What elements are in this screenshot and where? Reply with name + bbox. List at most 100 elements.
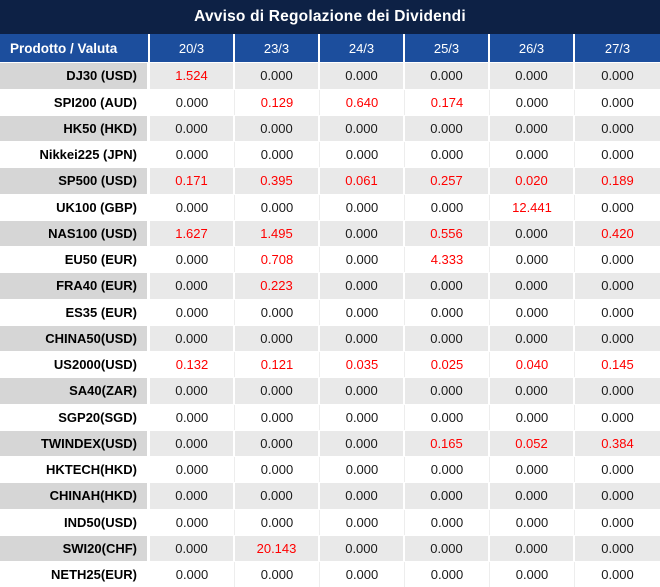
dividend-value-cell: 0.000	[320, 62, 405, 90]
dividend-value-cell: 0.000	[150, 377, 235, 405]
dividend-value-cell: 0.000	[405, 272, 490, 300]
dividend-value-cell: 0.000	[490, 534, 575, 563]
dividend-value-cell: 0.000	[490, 62, 575, 90]
dividend-value-cell: 0.000	[405, 377, 490, 405]
dividend-table-body: DJ30 (USD) 1.524 0.000 0.000 0.000 0.000 0.000…	[0, 62, 660, 587]
dividend-value-cell: 0.000	[490, 377, 575, 405]
dividend-table: Prodotto / Valuta 20/3 23/3 24/3 25/3 26…	[0, 34, 660, 587]
dividend-value-cell: 0.000	[575, 114, 660, 143]
table-row: HK50 (HKD) 0.000 0.000 0.000 0.000 0.000 0.000	[0, 114, 660, 143]
dividend-value-cell: 0.000	[490, 482, 575, 510]
dividend-value-cell: 0.000	[405, 534, 490, 563]
dividend-value-cell: 0.000	[490, 142, 575, 167]
dividend-value-cell: 0.000	[320, 457, 405, 482]
dividend-value-cell: 0.000	[405, 482, 490, 510]
table-row: SGP20(SGD) 0.000 0.000 0.000 0.000 0.000 0.000	[0, 404, 660, 430]
dividend-value-cell: 0.000	[320, 219, 405, 248]
table-row: SPI200 (AUD) 0.000 0.129 0.640 0.174 0.000 0.0…	[0, 89, 660, 115]
dividend-value-cell: 0.000	[150, 272, 235, 300]
dividend-value-cell: 0.000	[575, 457, 660, 482]
dividend-value-cell: 0.000	[150, 429, 235, 458]
table-row: TWINDEX(USD) 0.000 0.000 0.000 0.165 0.052 0.3…	[0, 429, 660, 458]
dividend-value-cell: 0.384	[575, 429, 660, 458]
product-cell: SPI200 (AUD)	[0, 89, 150, 115]
table-row: IND50(USD) 0.000 0.000 0.000 0.000 0.000 0.000	[0, 509, 660, 535]
dividend-value-cell: 0.000	[405, 404, 490, 430]
dividend-value-cell: 0.000	[150, 562, 235, 587]
dividend-value-cell: 0.052	[490, 429, 575, 458]
dividend-value-cell: 0.000	[575, 62, 660, 90]
dividend-value-cell: 0.000	[150, 509, 235, 535]
dividend-value-cell: 1.627	[150, 219, 235, 248]
dividend-value-cell: 0.000	[575, 142, 660, 167]
dividend-value-cell: 0.000	[490, 219, 575, 248]
dividend-value-cell: 0.000	[575, 89, 660, 115]
table-row: UK100 (GBP) 0.000 0.000 0.000 0.000 12.441 0.0…	[0, 194, 660, 220]
dividend-value-cell: 0.025	[405, 352, 490, 377]
dividend-value-cell: 1.524	[150, 62, 235, 90]
dividend-value-cell: 0.000	[320, 482, 405, 510]
product-cell: SA40(ZAR)	[0, 377, 150, 405]
dividend-value-cell: 0.000	[405, 299, 490, 325]
date-header: 20/3	[150, 34, 235, 62]
dividend-value-cell: 0.000	[405, 509, 490, 535]
product-cell: TWINDEX(USD)	[0, 429, 150, 458]
dividend-value-cell: 0.000	[575, 247, 660, 272]
dividend-value-cell: 0.000	[150, 457, 235, 482]
dividend-value-cell: 0.000	[150, 324, 235, 353]
product-cell: CHINAH(HKD)	[0, 482, 150, 510]
product-cell: HK50 (HKD)	[0, 114, 150, 143]
dividend-value-cell: 0.000	[575, 534, 660, 563]
table-row: CHINAH(HKD) 0.000 0.000 0.000 0.000 0.000 0.00…	[0, 482, 660, 510]
dividend-value-cell: 0.000	[235, 114, 320, 143]
dividend-value-cell: 0.000	[320, 324, 405, 353]
dividend-value-cell: 0.000	[575, 482, 660, 510]
dividend-value-cell: 0.000	[320, 534, 405, 563]
dividend-value-cell: 0.000	[320, 562, 405, 587]
dividend-value-cell: 0.000	[235, 142, 320, 167]
product-cell: EU50 (EUR)	[0, 247, 150, 272]
dividend-value-cell: 0.040	[490, 352, 575, 377]
table-row: CHINA50(USD) 0.000 0.000 0.000 0.000 0.000 0.0…	[0, 324, 660, 353]
dividend-value-cell: 0.000	[320, 377, 405, 405]
dividend-value-cell: 0.000	[150, 299, 235, 325]
product-cell: SWI20(CHF)	[0, 534, 150, 563]
table-row: US2000(USD) 0.132 0.121 0.035 0.025 0.040 0.14…	[0, 352, 660, 377]
dividend-value-cell: 0.000	[575, 377, 660, 405]
dividend-value-cell: 0.000	[320, 429, 405, 458]
page-title: Avviso di Regolazione dei Dividendi	[0, 0, 660, 34]
dividend-value-cell: 0.395	[235, 167, 320, 195]
table-row: SP500 (USD) 0.171 0.395 0.061 0.257 0.020 0.18…	[0, 167, 660, 195]
dividend-value-cell: 0.000	[320, 114, 405, 143]
dividend-value-cell: 0.000	[235, 377, 320, 405]
dividend-value-cell: 0.000	[490, 404, 575, 430]
date-header: 23/3	[235, 34, 320, 62]
dividend-value-cell: 0.000	[235, 457, 320, 482]
dividend-value-cell: 0.257	[405, 167, 490, 195]
product-cell: FRA40 (EUR)	[0, 272, 150, 300]
product-cell: DJ30 (USD)	[0, 62, 150, 90]
dividend-value-cell: 0.000	[490, 247, 575, 272]
dividend-value-cell: 0.000	[405, 62, 490, 90]
dividend-value-cell: 0.000	[405, 324, 490, 353]
dividend-value-cell: 0.000	[235, 562, 320, 587]
dividend-value-cell: 0.000	[490, 114, 575, 143]
table-row: EU50 (EUR) 0.000 0.708 0.000 4.333 0.000 0.000	[0, 247, 660, 272]
dividend-value-cell: 0.000	[320, 247, 405, 272]
dividend-value-cell: 0.000	[320, 142, 405, 167]
dividend-value-cell: 0.000	[320, 272, 405, 300]
product-cell: SGP20(SGD)	[0, 404, 150, 430]
product-cell: SP500 (USD)	[0, 167, 150, 195]
dividend-value-cell: 0.129	[235, 89, 320, 115]
product-cell: NAS100 (USD)	[0, 219, 150, 248]
dividend-value-cell: 0.000	[575, 562, 660, 587]
table-row: ES35 (EUR) 0.000 0.000 0.000 0.000 0.000 0.000	[0, 299, 660, 325]
dividend-value-cell: 0.000	[405, 114, 490, 143]
dividend-value-cell: 0.000	[490, 324, 575, 353]
dividend-value-cell: 0.640	[320, 89, 405, 115]
dividend-value-cell: 0.165	[405, 429, 490, 458]
dividend-value-cell: 0.000	[405, 457, 490, 482]
table-row: NAS100 (USD) 1.627 1.495 0.000 0.556 0.000 0.4…	[0, 219, 660, 248]
dividend-value-cell: 0.121	[235, 352, 320, 377]
